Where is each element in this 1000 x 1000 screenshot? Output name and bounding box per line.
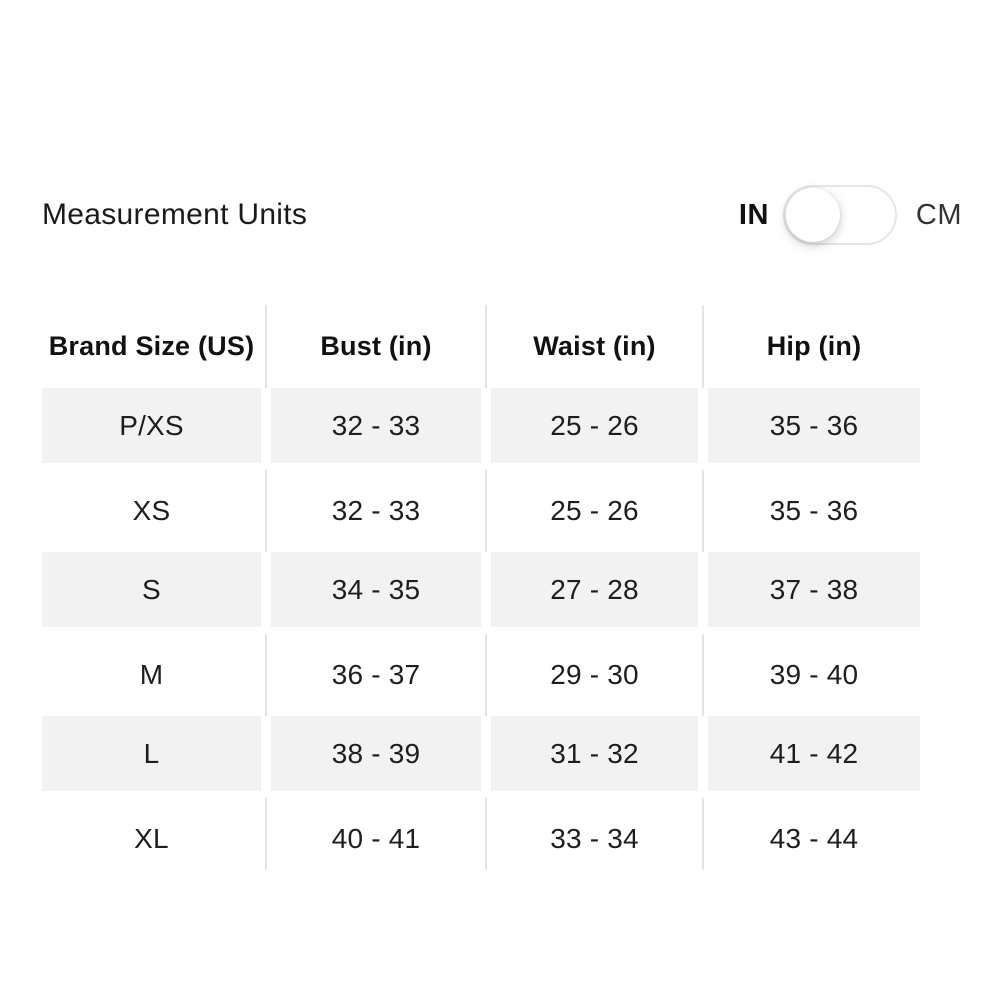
table-row: XL 40 - 41 33 - 34 43 - 44 <box>37 798 925 880</box>
table-row: L 38 - 39 31 - 32 41 - 42 <box>37 716 925 798</box>
cell-bust: 36 - 37 <box>331 659 421 690</box>
cell-hip: 41 - 42 <box>708 716 920 791</box>
table-row: S 34 - 35 27 - 28 37 - 38 <box>37 552 925 634</box>
cell-bust: 32 - 33 <box>331 495 421 526</box>
toggle-knob[interactable] <box>785 188 840 242</box>
cell-hip: 43 - 44 <box>769 823 859 854</box>
cell-hip: 37 - 38 <box>708 552 920 627</box>
cell-waist: 27 - 28 <box>491 552 698 627</box>
table-row: XS 32 - 33 25 - 26 35 - 36 <box>37 470 925 552</box>
cell-size: M <box>139 659 164 690</box>
cell-hip: 35 - 36 <box>769 495 859 526</box>
cell-waist: 29 - 30 <box>550 659 639 690</box>
table-header-row: Brand Size (US) Bust (in) Waist (in) Hip… <box>37 305 925 388</box>
column-header-hip: Hip (in) <box>766 331 862 361</box>
size-chart-table: Brand Size (US) Bust (in) Waist (in) Hip… <box>37 305 925 880</box>
measurement-units-row: Measurement Units IN CM <box>42 184 962 246</box>
cell-waist: 25 - 26 <box>491 388 698 463</box>
unit-toggle-switch[interactable] <box>782 185 897 245</box>
column-header-waist: Waist (in) <box>533 331 656 361</box>
cell-waist: 25 - 26 <box>550 495 639 526</box>
cell-size: S <box>42 552 261 627</box>
cell-waist: 33 - 34 <box>550 823 639 854</box>
cell-size: P/XS <box>42 388 261 463</box>
cell-hip: 35 - 36 <box>708 388 920 463</box>
cell-bust: 32 - 33 <box>271 388 481 463</box>
cell-waist: 31 - 32 <box>491 716 698 791</box>
table-row: P/XS 32 - 33 25 - 26 35 - 36 <box>37 388 925 470</box>
measurement-units-label: Measurement Units <box>42 198 308 231</box>
cell-hip: 39 - 40 <box>769 659 859 690</box>
cell-size: L <box>42 716 261 791</box>
cell-bust: 40 - 41 <box>331 823 421 854</box>
cell-size: XS <box>132 495 171 526</box>
cell-bust: 38 - 39 <box>271 716 481 791</box>
cell-bust: 34 - 35 <box>271 552 481 627</box>
table-row: M 36 - 37 29 - 30 39 - 40 <box>37 634 925 716</box>
unit-toggle-group: IN CM <box>739 185 962 245</box>
unit-cm-label[interactable]: CM <box>915 198 962 231</box>
column-header-brand-size: Brand Size (US) <box>48 331 255 361</box>
cell-size: XL <box>134 823 169 854</box>
unit-in-label[interactable]: IN <box>738 198 769 231</box>
column-header-bust: Bust (in) <box>320 331 432 361</box>
